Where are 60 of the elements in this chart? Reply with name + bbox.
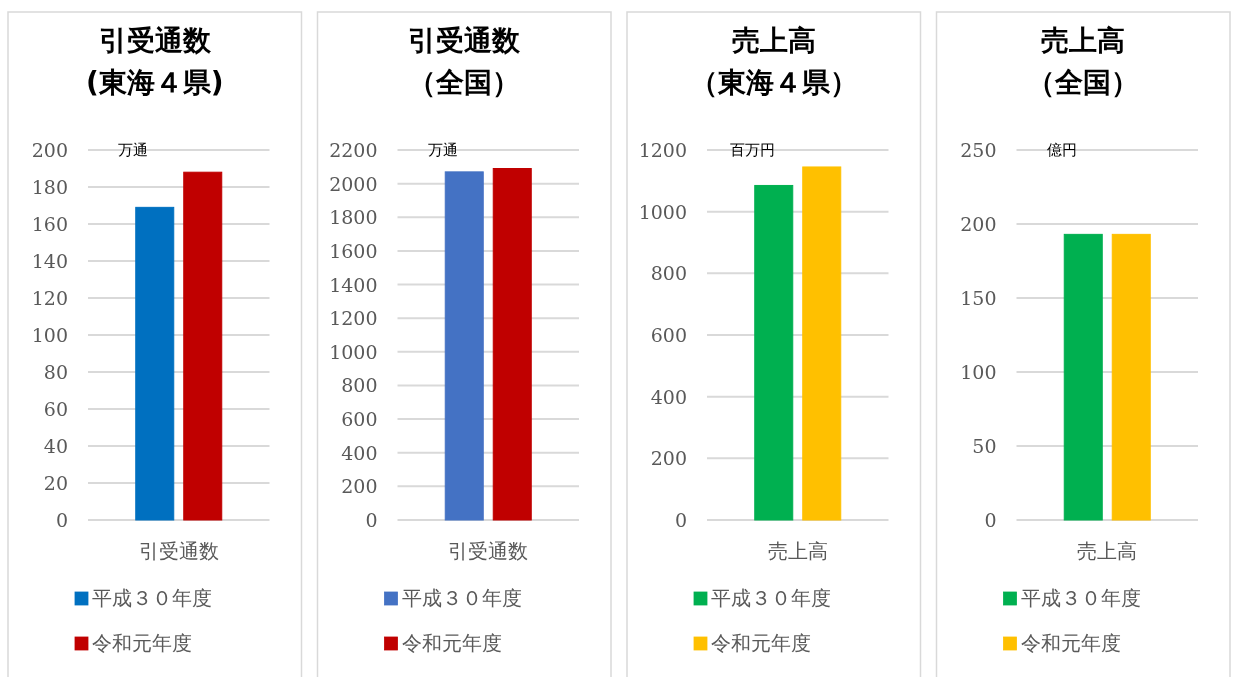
legend-label: 令和元年度 <box>1020 631 1121 655</box>
y-tick-label: 160 <box>31 213 68 235</box>
y-tick-label: 600 <box>341 408 378 431</box>
y-axis-title: 百万円 <box>729 141 775 159</box>
legend-label: 令和元年度 <box>401 631 502 655</box>
legend-label: 平成３０年度 <box>92 586 212 610</box>
y-tick-label: 250 <box>960 139 997 161</box>
y-axis-title: 億円 <box>1046 141 1077 159</box>
x-tick-label: 売上高 <box>1041 24 1126 57</box>
text: 売上高 <box>1077 539 1138 563</box>
y-tick-label: 1000 <box>329 340 378 363</box>
x-tick-label: 引受通数 <box>408 24 522 57</box>
y-tick-label: 0 <box>55 509 68 531</box>
y-tick-label: 140 <box>31 250 68 272</box>
chart-subtitle: (東海４県) <box>85 66 224 99</box>
y-tick-label: 180 <box>31 176 68 198</box>
y-tick-label: 120 <box>31 287 68 309</box>
y-tick-label: 40 <box>43 435 68 457</box>
y-tick-label: 0 <box>984 509 997 531</box>
chart-subtitle: （東海４県） <box>689 66 858 99</box>
y-tick-label: 400 <box>650 385 687 408</box>
y-tick-label: 2000 <box>329 172 378 195</box>
legend-label: 平成３０年度 <box>1020 586 1141 610</box>
y-tick-label: 800 <box>341 374 378 397</box>
y-tick-label: 1200 <box>329 307 378 330</box>
chart-subtitle: （全国） <box>408 66 521 99</box>
chart-subtitle: （全国） <box>1027 66 1140 99</box>
y-tick-label: 2200 <box>329 139 378 161</box>
legend-label: 令和元年度 <box>711 631 811 655</box>
y-tick-label: 50 <box>972 435 997 457</box>
legend-label: 令和元年度 <box>92 631 192 655</box>
y-tick-label: 0 <box>674 509 687 531</box>
x-tick-label: 引受通数 <box>98 24 212 57</box>
x-tick-label: 売上高 <box>731 24 816 57</box>
y-tick-label: 200 <box>960 213 997 235</box>
y-tick-label: 1400 <box>329 273 378 296</box>
y-tick-label: 0 <box>365 509 378 531</box>
y-tick-label: 100 <box>960 361 997 383</box>
y-tick-label: 80 <box>43 361 68 383</box>
y-axis-title: 万通 <box>118 141 148 159</box>
y-tick-label: 1200 <box>638 139 687 161</box>
legend-label: 平成３０年度 <box>401 586 522 610</box>
y-tick-label: 200 <box>31 139 68 161</box>
y-tick-label: 1800 <box>329 206 378 229</box>
y-tick-label: 200 <box>341 475 378 498</box>
y-tick-label: 400 <box>341 441 378 464</box>
text: 売上高 <box>767 539 828 563</box>
y-tick-label: 100 <box>31 324 68 346</box>
y-tick-label: 60 <box>43 398 68 420</box>
y-tick-label: 20 <box>43 472 68 494</box>
y-tick-label: 150 <box>960 287 997 309</box>
y-tick-label: 1600 <box>329 239 378 262</box>
y-tick-label: 200 <box>650 447 687 470</box>
y-axis-title: 万通 <box>427 141 458 159</box>
y-tick-label: 600 <box>650 324 687 346</box>
text: 引受通数 <box>448 539 529 563</box>
y-tick-label: 1000 <box>638 200 687 223</box>
y-tick-label: 800 <box>650 262 687 285</box>
text: 引受通数 <box>138 539 219 563</box>
legend-label: 平成３０年度 <box>711 586 831 610</box>
